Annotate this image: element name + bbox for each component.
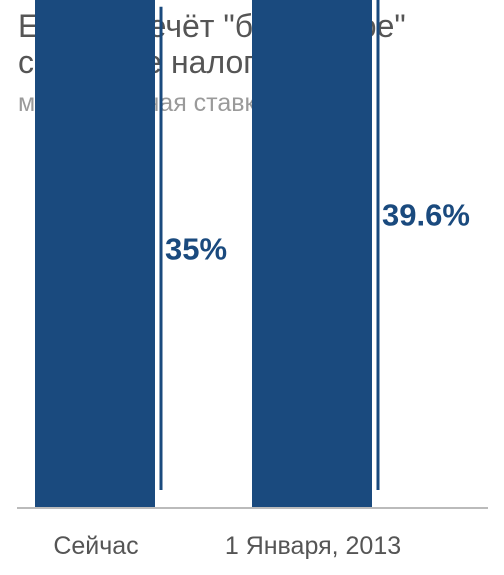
category-label-2: 1 Января, 2013: [225, 532, 401, 560]
data-label-2: 39.6%: [382, 198, 470, 233]
category-label-1: Сейчас: [53, 532, 138, 560]
bar-2: [252, 0, 372, 507]
bar-1: [35, 0, 155, 508]
data-label-1: 35%: [165, 231, 227, 266]
